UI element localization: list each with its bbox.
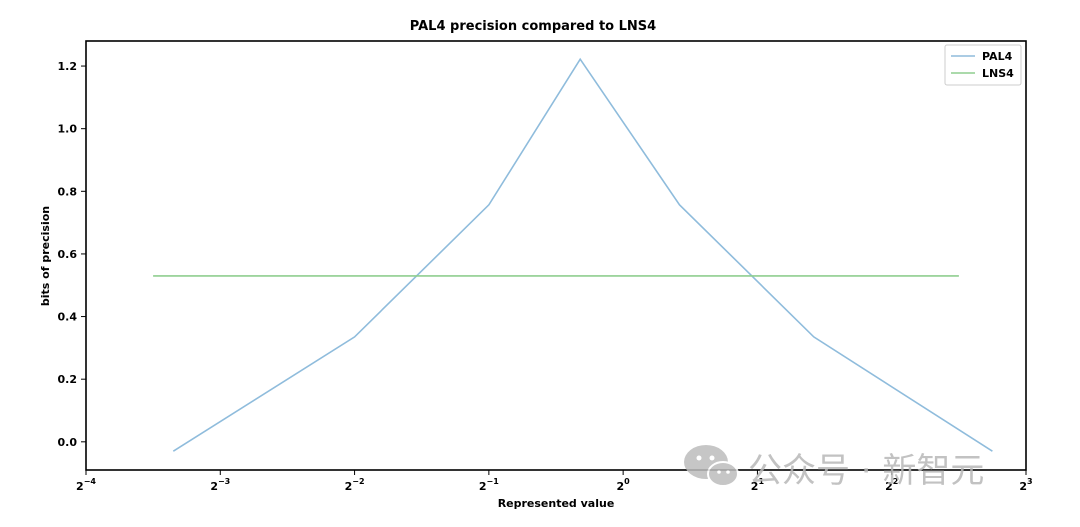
y-tick-label: 0.2 bbox=[58, 373, 78, 386]
x-tick-label: 2−3 bbox=[210, 477, 230, 493]
x-tick-label: 20 bbox=[617, 477, 631, 493]
plot-frame bbox=[85, 40, 1027, 471]
series-line-pal4 bbox=[172, 57, 993, 452]
y-tick-label: 0.4 bbox=[58, 311, 78, 324]
chart-title: PAL4 precision compared to LNS4 bbox=[410, 19, 656, 34]
legend: PAL4 LNS4 bbox=[944, 44, 1022, 86]
x-tick-label: 23 bbox=[1019, 477, 1032, 493]
ticks-layer: 0.0 0.2 0.4 0.6 0.8 1.0 1.2 2−4 2−3 2−2 2−1 20 21 22 2… bbox=[58, 60, 1033, 493]
watermark-text: 公众号 · 新智元 bbox=[748, 451, 984, 491]
legend-label-lns4: LNS4 bbox=[982, 67, 1014, 80]
y-tick-label: 1.0 bbox=[58, 123, 78, 136]
legend-box bbox=[944, 44, 1022, 86]
wechat-icon bbox=[684, 445, 739, 487]
legend-label-pal4: PAL4 bbox=[982, 50, 1013, 63]
watermark: 公众号 · 新智元 bbox=[684, 445, 984, 491]
x-tick-label: 2−1 bbox=[479, 477, 499, 493]
x-axis-label: Represented value bbox=[498, 497, 615, 510]
y-tick-label: 0.8 bbox=[58, 185, 78, 198]
series-layer bbox=[153, 57, 993, 452]
x-tick-label: 21 bbox=[751, 477, 765, 493]
y-tick-label: 0.0 bbox=[58, 436, 78, 449]
y-tick-label: 0.6 bbox=[58, 248, 78, 261]
x-tick-label: 22 bbox=[885, 477, 898, 493]
y-axis-label: bits of precision bbox=[39, 206, 52, 306]
y-tick-label: 1.2 bbox=[58, 60, 78, 73]
x-tick-label: 2−4 bbox=[76, 477, 96, 493]
x-tick-label: 2−2 bbox=[345, 477, 365, 493]
